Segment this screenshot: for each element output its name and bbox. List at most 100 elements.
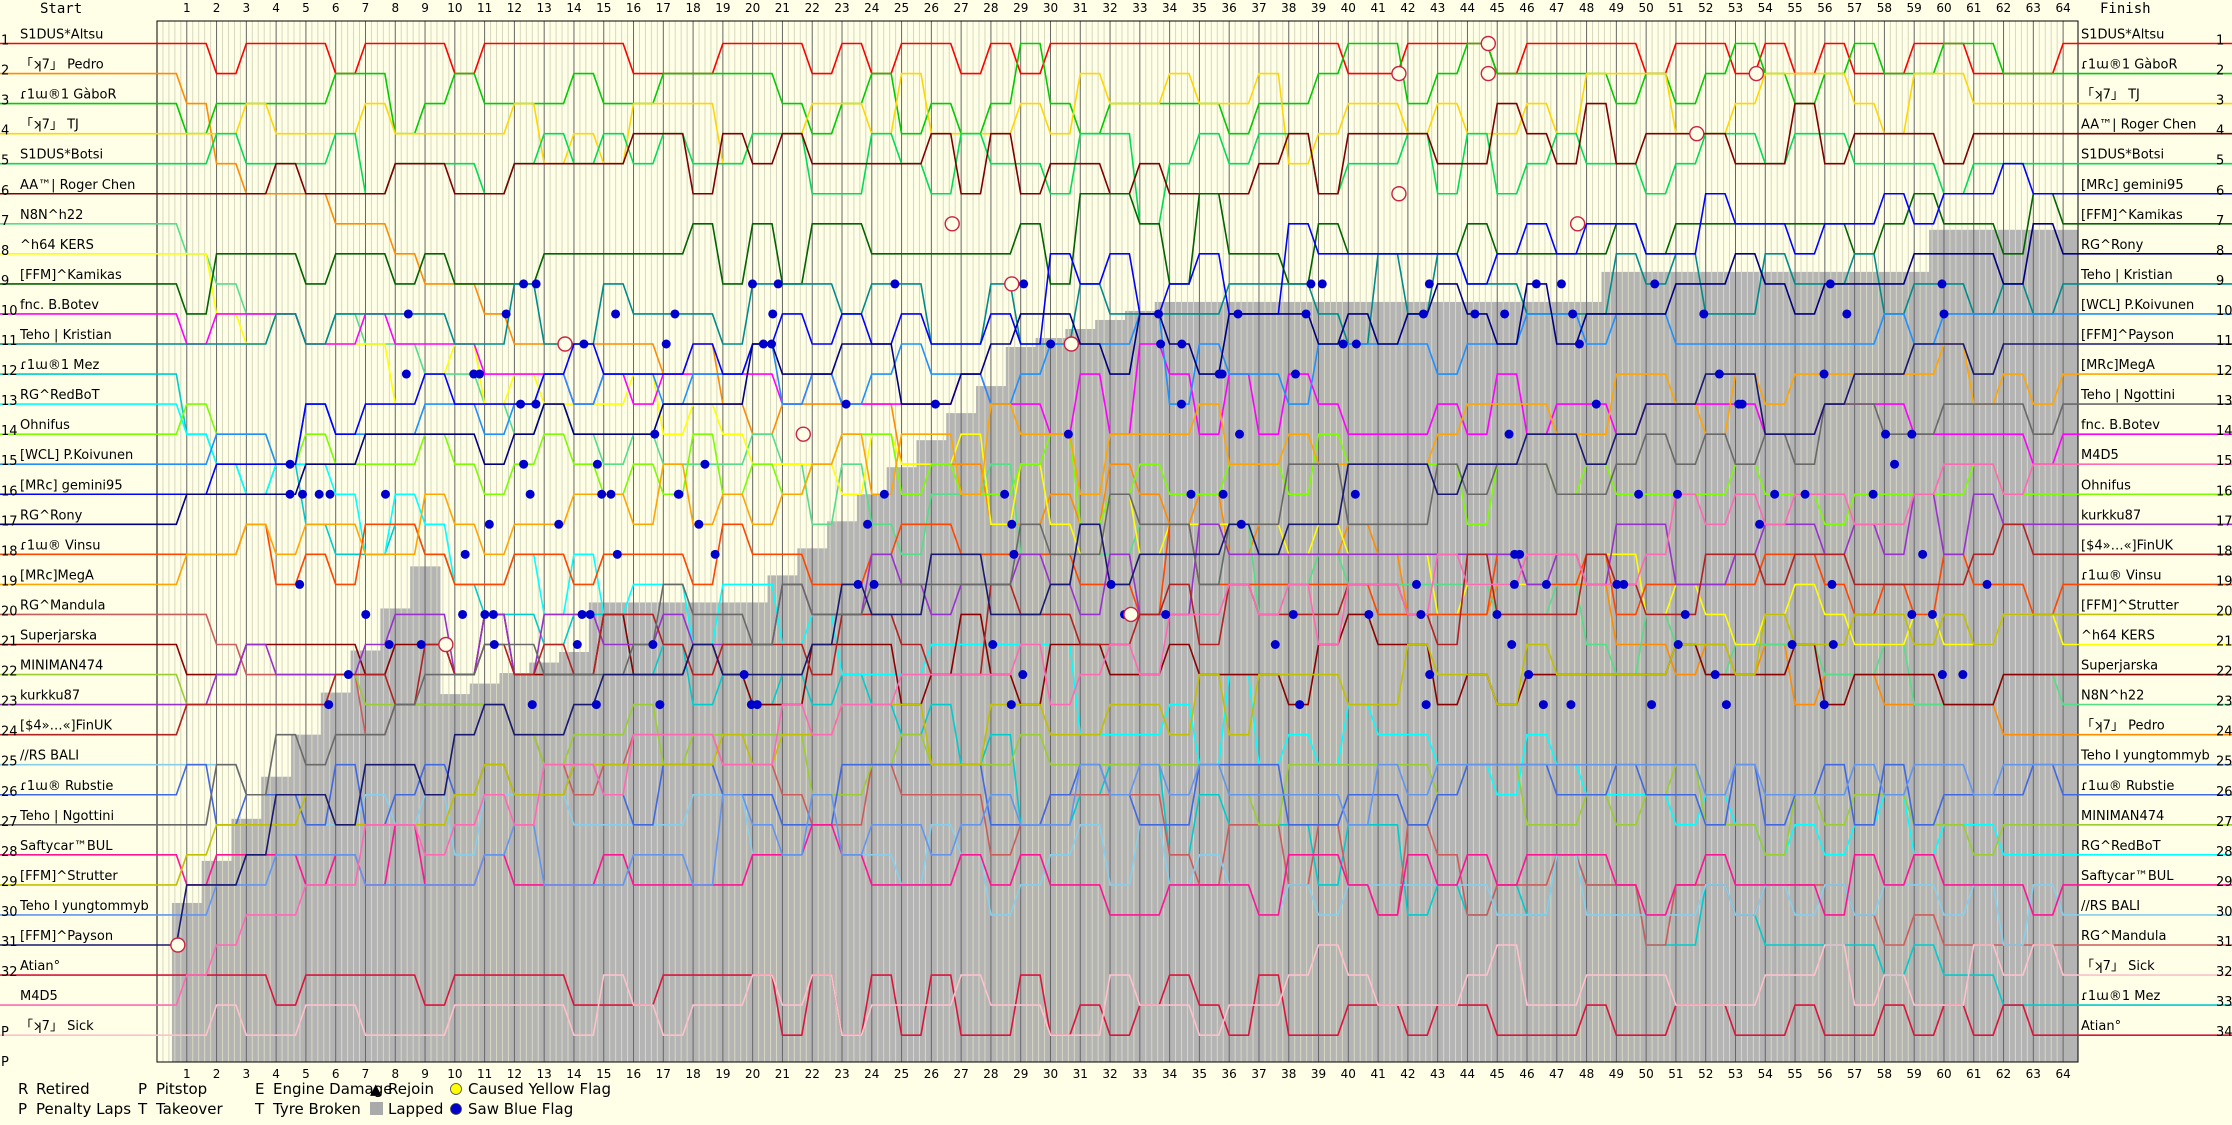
blue-flag-marker	[1306, 279, 1316, 289]
lap-tick-bottom: 53	[1728, 1067, 1743, 1081]
lap-tick-top: 31	[1073, 1, 1088, 15]
pitstop-marker	[1004, 276, 1020, 292]
finish-position-number: 7	[2216, 214, 2224, 229]
start-position-number: 25	[1, 755, 18, 770]
finish-driver-label: [FFM]^Strutter	[2081, 598, 2179, 613]
lap-tick-top: 53	[1728, 1, 1743, 15]
start-position-number: 17	[1, 514, 18, 529]
blue-flag-marker	[1650, 279, 1660, 289]
start-position-number: 7	[1, 214, 9, 229]
finish-position-number: 2	[2216, 64, 2224, 79]
legend-label: Pitstop	[156, 1080, 207, 1098]
blue-flag-marker	[1907, 609, 1917, 619]
blue-flag-marker	[1317, 279, 1327, 289]
finish-position-number: 19	[2216, 574, 2232, 589]
lap-tick-top: 51	[1668, 1, 1683, 15]
pitstop-marker	[1480, 65, 1496, 82]
lap-tick-bottom: 2	[213, 1067, 221, 1081]
finish-driver-label: fnc. B.Botev	[2081, 418, 2160, 433]
legend-symbol: T	[254, 1100, 265, 1118]
blue-flag-marker	[401, 369, 411, 379]
blue-flag-marker	[1800, 489, 1810, 499]
blue-flag-marker	[1770, 489, 1780, 499]
blue-flag-marker	[1411, 579, 1421, 589]
finish-driver-label: Ohnifus	[2081, 478, 2131, 493]
lap-tick-top: 8	[391, 1, 399, 15]
pitstop-marker	[1391, 65, 1407, 82]
blue-flag-marker	[1734, 399, 1744, 409]
lap-tick-bottom: 24	[864, 1067, 879, 1081]
blue-flag-marker	[1673, 640, 1683, 649]
finish-position-number: 25	[2216, 755, 2232, 770]
blue-flag-marker	[1338, 339, 1348, 349]
lap-tick-top: 1	[183, 1, 191, 15]
start-position-number: 16	[1, 484, 18, 499]
lap-tick-bottom: 3	[243, 1067, 251, 1081]
pitstop-marker	[1063, 336, 1080, 352]
lap-tick-bottom: 36	[1222, 1067, 1237, 1081]
start-position-number: 18	[1, 544, 18, 559]
blue-flag-marker	[516, 399, 526, 409]
blue-flag-marker	[1612, 579, 1622, 589]
start-driver-label: S1DUS*Altsu	[20, 28, 103, 43]
blue-flag-marker	[1827, 579, 1837, 589]
lap-tick-top: 21	[775, 1, 790, 15]
start-driver-label: [FFM]^Strutter	[20, 869, 118, 884]
lap-tick-bottom: 8	[391, 1067, 399, 1081]
finish-driver-label: [MRc] gemini95	[2081, 178, 2184, 193]
lap-tick-bottom: 54	[1758, 1067, 1773, 1081]
lap-tick-top: 35	[1192, 1, 1207, 15]
start-position-number: 21	[1, 635, 18, 650]
start-driver-label: Ohnifus	[20, 418, 70, 433]
blue-flag-marker	[1556, 279, 1566, 289]
blue-flag-marker	[1574, 339, 1584, 349]
blue-flag-marker	[458, 609, 468, 619]
start-position-number: 10	[1, 304, 18, 319]
lap-tick-bottom: 39	[1311, 1067, 1326, 1081]
blue-flag-marker	[1500, 309, 1510, 319]
legend-label: Caused Yellow Flag	[468, 1080, 611, 1098]
blue-flag-marker	[1301, 309, 1311, 319]
blue-flag-marker	[572, 640, 582, 649]
blue-flag-marker	[1236, 519, 1246, 529]
lap-tick-top: 59	[1907, 1, 1922, 15]
finish-driver-label: RG^RedBoT	[2081, 839, 2161, 854]
event-markers	[170, 35, 1992, 953]
blue-flag-marker	[1710, 670, 1720, 680]
finish-position-number: 15	[2216, 454, 2232, 469]
lap-tick-bottom: 62	[1996, 1067, 2011, 1081]
finish-driver-label: Atian°	[2081, 1019, 2121, 1034]
lap-tick-top: 4	[272, 1, 280, 15]
blue-flag-marker	[768, 309, 778, 319]
start-position-number: 31	[1, 935, 18, 950]
driver-line	[157, 493, 2078, 706]
lap-tick-top: 26	[924, 1, 939, 15]
start-driver-label: RG^RedBoT	[20, 388, 100, 403]
lap-tick-bottom: 20	[745, 1067, 760, 1081]
blue-flag-marker	[648, 640, 658, 649]
lap-tick-bottom: 28	[983, 1067, 998, 1081]
lap-tick-top: 34	[1162, 1, 1177, 15]
blue-flag-marker	[1000, 489, 1010, 499]
start-position-number: 8	[1, 244, 9, 259]
lap-tick-top: 14	[566, 1, 581, 15]
blue-flag-marker	[1046, 339, 1056, 349]
lap-tick-bottom: 19	[715, 1067, 730, 1081]
lap-tick-top: 32	[1102, 1, 1117, 15]
finish-driver-label: Saftycar™BUL	[2081, 869, 2174, 884]
lap-tick-top: 25	[894, 1, 909, 15]
blue-flag-marker	[1881, 429, 1891, 439]
blue-flag-marker	[1538, 700, 1548, 710]
blue-flag-marker	[527, 700, 537, 710]
pitstop-marker	[1480, 35, 1496, 52]
finish-position-number: 8	[2216, 244, 2224, 259]
finish-driver-label: 「ʞ7」 Pedro	[2081, 719, 2165, 734]
lap-tick-bottom: 49	[1609, 1067, 1624, 1081]
blue-flag-marker	[314, 489, 324, 499]
lap-tick-bottom: 64	[2055, 1067, 2070, 1081]
blue-flag-marker	[650, 429, 660, 439]
driver-line	[157, 72, 2078, 736]
blue-flag-marker	[1176, 399, 1186, 409]
lap-tick-bottom: 48	[1579, 1067, 1594, 1081]
lap-tick-top: 62	[1996, 1, 2011, 15]
